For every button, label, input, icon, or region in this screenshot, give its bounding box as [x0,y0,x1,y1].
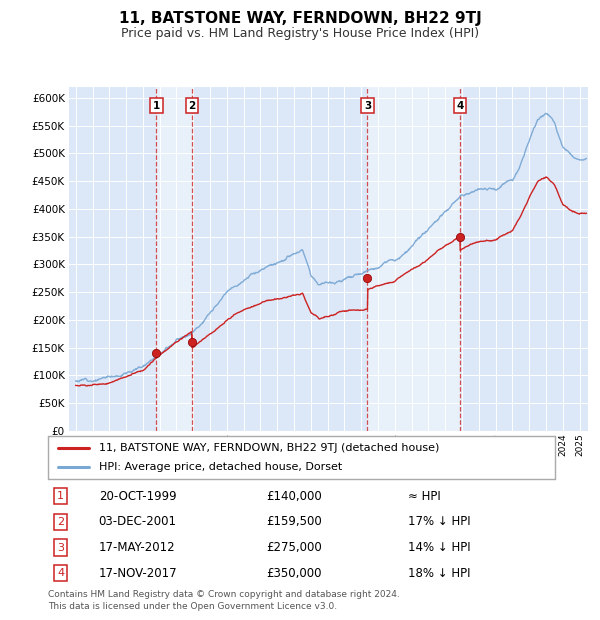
Text: 3: 3 [57,542,64,552]
Text: 17-NOV-2017: 17-NOV-2017 [98,567,178,580]
Text: 4: 4 [57,568,64,578]
Text: £140,000: £140,000 [266,490,322,503]
Text: 3: 3 [364,100,371,111]
Text: 11, BATSTONE WAY, FERNDOWN, BH22 9TJ (detached house): 11, BATSTONE WAY, FERNDOWN, BH22 9TJ (de… [98,443,439,453]
Text: Contains HM Land Registry data © Crown copyright and database right 2024.
This d: Contains HM Land Registry data © Crown c… [48,590,400,611]
Text: 14% ↓ HPI: 14% ↓ HPI [408,541,470,554]
Bar [157,87,192,431]
Text: 03-DEC-2001: 03-DEC-2001 [98,515,176,528]
Text: 1: 1 [57,492,64,502]
Text: ≈ HPI: ≈ HPI [408,490,441,503]
Text: 11, BATSTONE WAY, FERNDOWN, BH22 9TJ: 11, BATSTONE WAY, FERNDOWN, BH22 9TJ [119,11,481,26]
Text: 2: 2 [57,517,64,527]
Text: 1: 1 [153,100,160,111]
Text: 4: 4 [457,100,464,111]
Text: 18% ↓ HPI: 18% ↓ HPI [408,567,470,580]
Text: Price paid vs. HM Land Registry's House Price Index (HPI): Price paid vs. HM Land Registry's House … [121,27,479,40]
Text: £350,000: £350,000 [266,567,322,580]
Bar [367,87,460,431]
Text: 17-MAY-2012: 17-MAY-2012 [98,541,175,554]
Text: £159,500: £159,500 [266,515,322,528]
Text: HPI: Average price, detached house, Dorset: HPI: Average price, detached house, Dors… [98,463,342,472]
Text: 20-OCT-1999: 20-OCT-1999 [98,490,176,503]
Text: £275,000: £275,000 [266,541,322,554]
Text: 2: 2 [188,100,196,111]
Text: 17% ↓ HPI: 17% ↓ HPI [408,515,470,528]
